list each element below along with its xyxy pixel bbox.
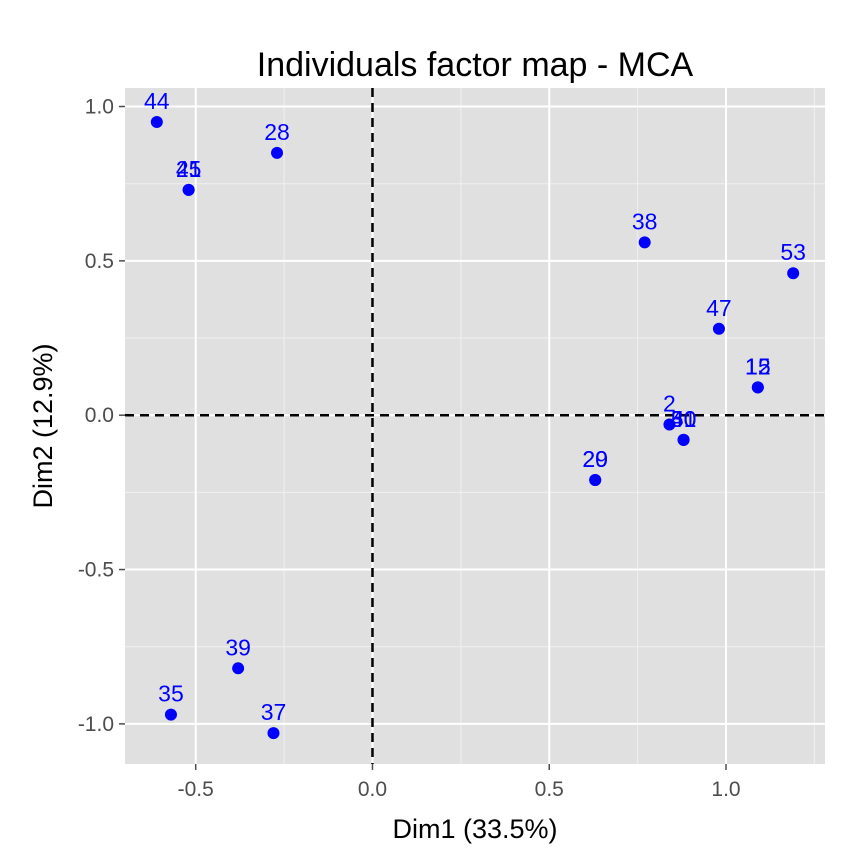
data-point (150, 115, 163, 128)
data-point (787, 267, 800, 280)
reference-lines (125, 88, 825, 764)
point-label: 29 (582, 446, 608, 472)
y-tick-label: 1.0 (85, 96, 114, 119)
point-label: 53 (780, 239, 806, 265)
point-label: 35 (158, 681, 184, 707)
y-tick-label: -0.5 (78, 559, 114, 582)
data-point (751, 381, 764, 394)
data-point (589, 474, 602, 487)
data-point (663, 418, 676, 431)
point-label: 20 (582, 446, 608, 472)
point-label: 12 (745, 353, 771, 379)
point-label: 25 (176, 156, 202, 182)
x-tick-label: 1.0 (711, 778, 740, 801)
data-point (271, 146, 284, 159)
y-tick-label: -1.0 (78, 713, 114, 736)
point-label: 44 (144, 88, 170, 114)
point-label: 51 (671, 406, 697, 432)
data-point (232, 662, 245, 675)
point-label: 41 (176, 156, 202, 182)
y-tick-label: 0.0 (85, 404, 114, 427)
x-axis: -0.5 0.0 0.5 1.0 (178, 764, 741, 801)
point-label: 30 (671, 406, 697, 432)
y-axis-title: Dim2 (12.9%) (28, 343, 58, 508)
point-label: 15 (745, 353, 771, 379)
data-point (182, 183, 195, 196)
plot-panel (125, 88, 825, 764)
y-axis: -1.0 -0.5 0.0 0.5 1.0 (78, 96, 125, 736)
data-point (164, 708, 177, 721)
point-label: 38 (632, 208, 658, 234)
y-tick-label: 0.5 (85, 250, 114, 273)
data-points (150, 115, 800, 740)
point-label: 37 (261, 699, 287, 725)
x-tick-label: -0.5 (178, 778, 214, 801)
x-tick-label: 0.5 (535, 778, 564, 801)
point-label: 2 (663, 390, 676, 416)
data-point (638, 236, 651, 249)
data-point (677, 433, 690, 446)
point-label: 47 (706, 295, 732, 321)
minor-gridlines (125, 88, 825, 764)
point-label: 39 (225, 634, 251, 660)
x-axis-title: Dim1 (33.5%) (392, 814, 557, 844)
point-label: 28 (264, 119, 290, 145)
point-label: 40 (671, 406, 697, 432)
x-tick-label: 0.0 (358, 778, 387, 801)
data-point (267, 727, 280, 740)
data-point (712, 322, 725, 335)
chart-title: Individuals factor map - MCA (257, 46, 694, 84)
